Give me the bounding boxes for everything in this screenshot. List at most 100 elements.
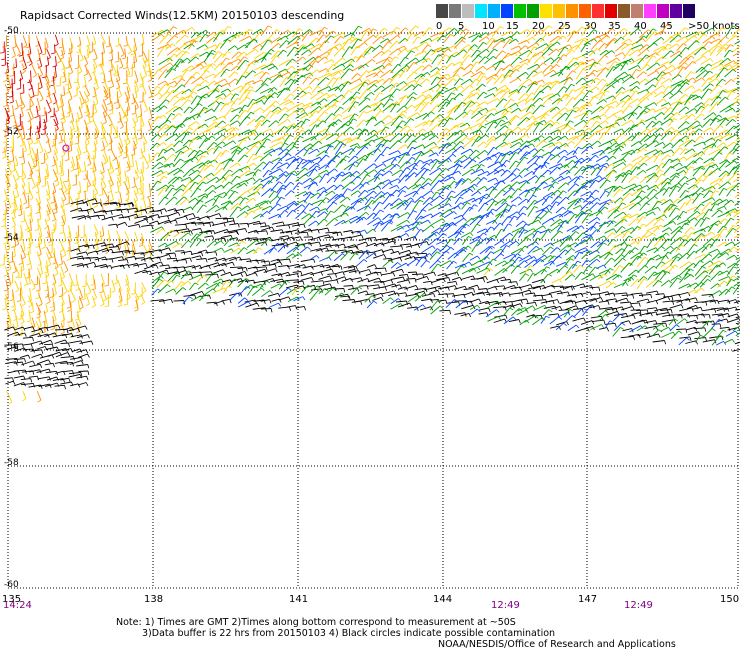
- wind-barb-tick: [208, 160, 212, 164]
- wind-barb-tick: [309, 112, 314, 117]
- wind-barb: [422, 27, 430, 37]
- wind-barb-tick: [703, 55, 707, 60]
- wind-barb-tick: [483, 141, 488, 145]
- wind-barb: [36, 134, 38, 143]
- wind-barb: [239, 71, 246, 79]
- wind-barb: [526, 162, 536, 170]
- wind-barb-tick: [700, 192, 704, 196]
- wind-barb: [430, 91, 440, 102]
- wind-barb: [315, 92, 327, 101]
- wind-barb: [614, 36, 622, 44]
- wind-barb-tick: [311, 43, 315, 48]
- wind-barb: [83, 161, 87, 171]
- wind-barb: [167, 95, 176, 105]
- wind-barb: [404, 134, 413, 144]
- wind-barb: [203, 63, 213, 73]
- wind-barb: [172, 188, 182, 197]
- wind-barb: [717, 117, 726, 123]
- wind-barb-tick: [83, 178, 88, 180]
- wind-barb: [327, 86, 338, 92]
- wind-barb: [28, 93, 35, 105]
- wind-barb-tick: [730, 78, 735, 83]
- wind-barb-tick: [643, 148, 647, 152]
- wind-barb-tick: [436, 76, 441, 80]
- wind-barb: [134, 51, 138, 62]
- wind-barb: [590, 77, 597, 85]
- wind-barb-tick: [357, 200, 362, 204]
- wind-barb-tick: [541, 175, 546, 178]
- wind-barb: [388, 82, 397, 92]
- wind-barb-tick: [92, 208, 95, 213]
- wind-barb: [695, 69, 706, 79]
- wind-barb: [422, 49, 432, 60]
- wind-barb-tick: [373, 84, 378, 88]
- wind-barb-tick: [499, 26, 504, 29]
- wind-barb-tick: [458, 170, 462, 175]
- wind-barb: [398, 174, 407, 184]
- wind-barb-tick: [291, 101, 295, 106]
- wind-barb: [294, 46, 304, 57]
- wind-barb: [437, 203, 450, 210]
- wind-barb-tick: [170, 85, 175, 88]
- wind-barb: [303, 56, 314, 65]
- wind-barb-tick: [413, 71, 418, 75]
- wind-barb-tick: [308, 129, 312, 133]
- wind-barb: [308, 69, 318, 77]
- wind-barb: [636, 110, 645, 120]
- wind-barb: [494, 119, 502, 129]
- wind-barb: [206, 142, 215, 151]
- wind-barb-tick: [571, 127, 576, 131]
- wind-barb-tick: [652, 84, 657, 88]
- wind-barb-tick: [15, 177, 20, 181]
- wind-barb: [604, 39, 614, 49]
- wind-barb: [468, 149, 477, 157]
- wind-barb-tick: [197, 83, 202, 87]
- wind-barb-tick: [622, 202, 626, 205]
- wind-barb-tick: [331, 59, 335, 64]
- wind-barb-tick: [725, 36, 729, 40]
- wind-barb: [373, 85, 382, 93]
- wind-barb-tick: [165, 99, 170, 103]
- wind-barb: [452, 122, 463, 129]
- wind-barb: [134, 70, 139, 82]
- wind-barb: [366, 176, 378, 184]
- wind-barb: [348, 118, 354, 127]
- wind-barb-tick: [271, 175, 275, 180]
- wind-barb: [596, 165, 604, 177]
- wind-barb: [85, 174, 92, 186]
- wind-barb: [355, 154, 366, 162]
- wind-barb-tick: [419, 199, 424, 203]
- wind-barb: [339, 155, 347, 164]
- wind-barb: [717, 199, 727, 205]
- wind-barb-tick: [655, 77, 659, 81]
- wind-barb: [148, 153, 151, 162]
- wind-barb: [621, 163, 631, 171]
- wind-barb: [494, 198, 505, 206]
- wind-barb: [646, 42, 655, 50]
- wind-barb: [692, 192, 701, 204]
- wind-barb: [709, 32, 718, 38]
- legend-swatch: [475, 4, 487, 18]
- wind-barb: [67, 84, 70, 93]
- wind-barb: [311, 199, 323, 205]
- wind-barb: [630, 44, 642, 50]
- wind-barb-tick: [235, 93, 240, 96]
- wind-barb: [419, 102, 429, 113]
- wind-barb-tick: [404, 57, 409, 60]
- wind-barb: [580, 191, 591, 197]
- wind-barb-tick: [435, 135, 439, 139]
- wind-barb-tick: [322, 120, 327, 124]
- wind-barb: [695, 106, 702, 114]
- wind-barb: [156, 208, 165, 212]
- wind-barb: [133, 56, 135, 68]
- wind-barb-tick: [39, 150, 44, 154]
- wind-barb-tick: [56, 85, 61, 87]
- wind-barb: [46, 198, 52, 210]
- wind-barb-tick: [236, 149, 241, 153]
- wind-barb-tick: [185, 51, 190, 54]
- wind-barb-tick: [668, 187, 673, 190]
- wind-barb: [574, 210, 583, 219]
- wind-barb-tick: [519, 148, 523, 152]
- wind-barb-tick: [279, 168, 284, 173]
- wind-barb-tick: [403, 45, 407, 50]
